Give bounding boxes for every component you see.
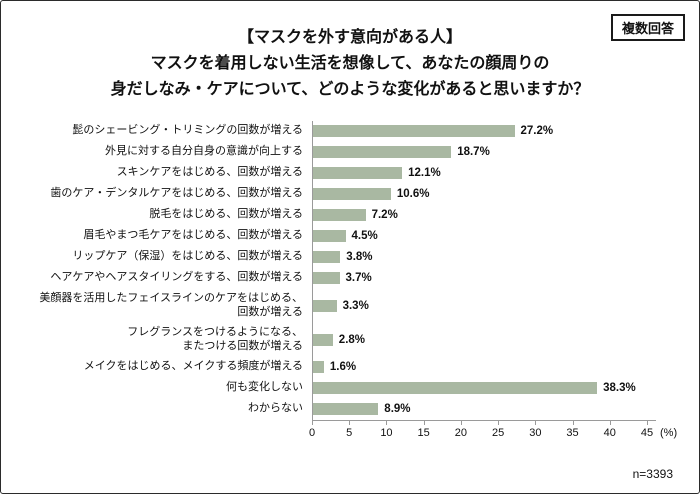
bar-cell: 7.2% — [312, 205, 398, 226]
x-tick-mark — [535, 420, 537, 425]
value-label: 3.8% — [346, 251, 373, 264]
bar — [312, 333, 333, 346]
bar — [312, 188, 391, 201]
title-line-2: マスクを着用しない生活を想像して、あなたの顔周りの — [150, 54, 550, 72]
category-label: 脱毛をはじめる、回数が増える — [149, 208, 303, 221]
category-label: 眉毛やまつ毛ケアをはじめる、回数が増える — [83, 229, 303, 242]
category-label: リップケア（保湿）をはじめる、回数が増える — [72, 250, 303, 263]
title-line-3: 身だしなみ・ケアについて、どのような変化があると思いますか？ — [110, 80, 590, 98]
category-label: メイクをはじめる、メイクする頻度が増える — [83, 360, 303, 373]
chart-row: 何も変化しない 38.3% — [17, 378, 699, 399]
x-tick-mark — [609, 420, 611, 425]
x-tick-label: 0 — [308, 426, 316, 439]
x-tick-label: 35 — [566, 426, 579, 439]
bar — [312, 125, 515, 138]
x-tick-label: 10 — [380, 426, 393, 439]
x-tick-mark — [647, 420, 648, 425]
x-axis: 0 5 10 15 20 25 30 35 40 45 (%) — [308, 419, 677, 444]
chart-row: スキンケアをはじめる、回数が増える 12.1% — [17, 163, 699, 184]
category-label: スキンケアをはじめる、回数が増える — [116, 166, 303, 179]
chart-row: ヘアケアやヘアスタイリングをする、回数が増える 3.7% — [17, 268, 699, 289]
bar-cell: 1.6% — [312, 357, 356, 378]
value-label: 2.8% — [338, 333, 366, 346]
x-tick-label: 20 — [454, 426, 467, 439]
bar — [312, 209, 366, 222]
chart-row: フレグランスをつけるようになる、 またつける回数が増える 2.8% — [17, 323, 699, 357]
bar — [312, 251, 341, 264]
bar-cell: 3.7% — [312, 268, 372, 289]
category-label: ヘアケアやヘアスタイリングをする、回数が増える — [50, 271, 303, 284]
category-label: わからない — [248, 402, 303, 415]
category-label: 歯のケア・デンタルケアをはじめる、回数が増える — [50, 187, 303, 200]
x-tick-mark — [460, 420, 462, 425]
chart-row: わからない 8.9% — [17, 399, 699, 420]
bar-cell: 10.6% — [312, 184, 430, 205]
bar — [312, 299, 337, 312]
value-label: 4.5% — [351, 230, 378, 243]
chart-row: 外見に対する自分自身の意識が向上する 18.7% — [17, 142, 699, 163]
x-axis-unit-label: (%) — [660, 426, 678, 439]
value-label: 3.7% — [345, 272, 372, 285]
value-label: 10.6% — [396, 188, 430, 201]
value-label: 38.3% — [603, 382, 636, 395]
value-label: 12.1% — [408, 167, 441, 180]
x-tick-mark — [349, 420, 351, 425]
title-line-1: 【マスクを外す意向がある人】 — [237, 29, 462, 46]
category-label: フレグランスをつけるようになる、 またつける回数が増える — [127, 325, 303, 352]
value-label: 27.2% — [520, 125, 554, 138]
category-label: 外見に対する自分自身の意識が向上する — [105, 145, 303, 158]
value-label: 8.9% — [384, 403, 411, 416]
value-label: 3.3% — [342, 299, 369, 312]
category-label: 美顔器を活用したフェイスラインのケアをはじめる、 回数が増える — [39, 291, 303, 318]
chart-title: 【マスクを外す意向がある人】 マスクを着用しない生活を想像して、あなたの顔周りの… — [1, 25, 699, 103]
x-tick-mark — [498, 420, 500, 425]
bar-cell: 18.7% — [312, 142, 490, 163]
bar-cell: 27.2% — [312, 121, 553, 142]
x-tick-label: 30 — [529, 426, 542, 439]
chart-row: 脱毛をはじめる、回数が増える 7.2% — [17, 205, 699, 226]
chart-row: 歯のケア・デンタルケアをはじめる、回数が増える 10.6% — [17, 184, 699, 205]
x-tick-label: 15 — [417, 426, 430, 439]
chart-row: リップケア（保湿）をはじめる、回数が増える 3.8% — [17, 247, 699, 268]
x-tick-label: 5 — [346, 426, 353, 439]
bar — [312, 361, 324, 374]
bar — [312, 382, 598, 395]
x-tick-mark — [312, 420, 313, 425]
bar-cell: 4.5% — [312, 226, 378, 247]
chart-row: 髭のシェービング・トリミングの回数が増える 27.2% — [17, 121, 699, 142]
bar-cell: 8.9% — [312, 399, 411, 420]
value-label: 7.2% — [371, 209, 398, 222]
value-label: 1.6% — [329, 361, 357, 374]
chart-row: 眉毛やまつ毛ケアをはじめる、回数が増える 4.5% — [17, 226, 699, 247]
horizontal-bar-chart: 髭のシェービング・トリミングの回数が増える 27.2% 外見に対する自分自身の意識が… — [17, 120, 699, 444]
bar — [312, 230, 346, 243]
multiple-answer-badge: 複数回答 — [610, 14, 685, 41]
bar — [312, 272, 340, 285]
bar-cell: 3.8% — [312, 247, 373, 268]
bar-cell: 2.8% — [312, 323, 365, 357]
x-tick-mark — [423, 420, 425, 425]
x-tick-mark — [386, 420, 388, 425]
x-tick-label: 25 — [491, 426, 505, 439]
bar-cell: 12.1% — [312, 163, 441, 184]
bar — [312, 167, 403, 180]
bar-cell: 3.3% — [312, 289, 369, 323]
x-tick-label: 45 — [640, 426, 654, 439]
chart-row: メイクをはじめる、メイクする頻度が増える 1.6% — [17, 357, 699, 378]
chart-row: 美顔器を活用したフェイスラインのケアをはじめる、 回数が増える 3.3% — [17, 289, 699, 323]
bar — [312, 403, 379, 416]
y-axis-line — [312, 120, 313, 420]
x-tick-mark — [572, 420, 574, 425]
bar — [312, 146, 452, 159]
category-label: 髭のシェービング・トリミングの回数が増える — [72, 124, 303, 137]
chart-rows: 髭のシェービング・トリミングの回数が増える 27.2% 外見に対する自分自身の意識が… — [17, 121, 699, 420]
value-label: 18.7% — [457, 146, 490, 159]
sample-size-label: n=3393 — [632, 467, 673, 481]
category-label: 何も変化しない — [226, 381, 303, 394]
bar-cell: 38.3% — [312, 378, 636, 399]
x-tick-label: 40 — [603, 426, 616, 439]
